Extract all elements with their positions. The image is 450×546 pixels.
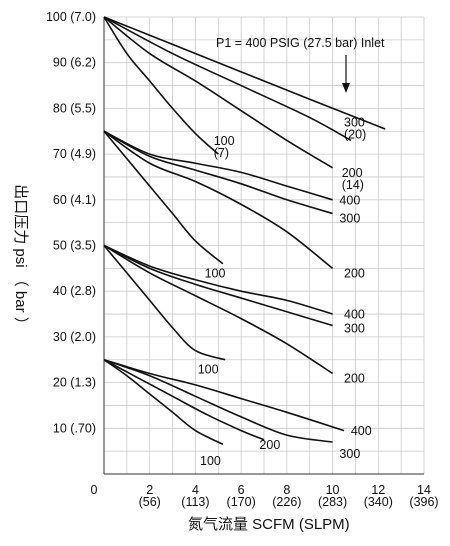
x-tick-sublabel: (170): [227, 495, 256, 509]
x-tick-label: 14: [417, 483, 431, 497]
x-tick-sublabel: (226): [272, 495, 301, 509]
x-tick-label: 4: [192, 483, 199, 497]
x-tick-sublabel: (56): [139, 495, 161, 509]
x-tick-sublabel: (113): [181, 495, 209, 509]
annotation-arrowhead: [342, 83, 350, 93]
curve-set100-inlet100: [103, 16, 219, 155]
curve-label: 200: [344, 372, 365, 386]
x-tick-sublabel: (396): [409, 495, 438, 509]
x-axis-title: 氮气流量 SCFM (SLPM): [188, 516, 350, 533]
curve-set25-inlet400: [103, 358, 345, 432]
tick-label-layer: 100 (7.0) 90 (6.2) 80 (5.5) 70 (4.9) 60 (4.1…: [46, 10, 439, 509]
curve-sublabel: (14): [342, 178, 364, 192]
y-tick-label: 80 (5.5): [53, 101, 96, 115]
curve-set100-inlet200: [103, 16, 333, 169]
y-tick-label: 30 (2.0): [53, 330, 96, 344]
y-tick-label: 20 (1.3): [53, 376, 96, 390]
curve-label: 400: [351, 424, 372, 438]
curve-set75-inlet100: [103, 130, 224, 265]
curve-sublabel: (20): [344, 128, 366, 142]
curve-set50-inlet400: [103, 244, 333, 315]
curve-layer: [103, 16, 386, 446]
curve-label: 100: [214, 134, 235, 148]
curve-set50-inlet100: [103, 244, 226, 361]
x-tick-label: 12: [371, 483, 385, 497]
y-tick-label: 70 (4.9): [53, 147, 96, 161]
y-tick-label: 10 (.70): [53, 421, 96, 435]
curve-set25-inlet100: [103, 359, 224, 446]
x-tick-label: 8: [283, 483, 290, 497]
curve-label: 200: [259, 438, 280, 452]
curve-set50-inlet300: [103, 244, 333, 327]
y-tick-label: 100 (7.0): [46, 10, 96, 24]
y-tick-label: 40 (2.8): [53, 284, 96, 298]
y-tick-label: 60 (4.1): [53, 193, 96, 207]
curve-set100-inlet300: [103, 16, 352, 142]
curve-label: 300: [339, 447, 360, 461]
x-tick-label: 6: [238, 483, 245, 497]
curve-label: 300: [344, 116, 365, 130]
curve-set100-inlet400: [103, 16, 386, 130]
x-tick-sublabel: (283): [318, 495, 347, 509]
curve-label: 400: [339, 193, 360, 207]
inlet-annotation: P1 = 400 PSIG (27.5 bar) Inlet: [216, 36, 385, 50]
curve-label: 200: [344, 266, 365, 280]
x-tick-label: 10: [326, 483, 340, 497]
x-tick-label: 0: [91, 483, 98, 497]
curve-label: 300: [339, 212, 360, 226]
y-axis-title: 出口压力 psi （ bar ）: [12, 184, 29, 332]
curve-set75-inlet400: [103, 130, 333, 201]
curve-label: 100: [205, 266, 226, 280]
grid-layer: [104, 16, 425, 474]
curve-set75-inlet300: [103, 130, 333, 215]
x-tick-sublabel: (340): [364, 495, 393, 509]
y-tick-label: 90 (6.2): [53, 56, 96, 70]
curve-sublabel: (7): [214, 146, 229, 160]
curve-label: 100: [198, 362, 219, 376]
curve-label: 300: [344, 321, 365, 335]
curve-set75-inlet200: [103, 130, 334, 269]
curve-set25-inlet200: [103, 359, 265, 441]
curve-label: 100: [200, 454, 221, 468]
curve-label: 200: [342, 166, 363, 180]
curve-label: 400: [344, 308, 365, 322]
y-tick-label: 50 (3.5): [53, 239, 96, 253]
x-tick-label: 2: [146, 483, 153, 497]
curve-set25-inlet300: [103, 358, 333, 443]
curve-set50-inlet200: [103, 244, 334, 375]
